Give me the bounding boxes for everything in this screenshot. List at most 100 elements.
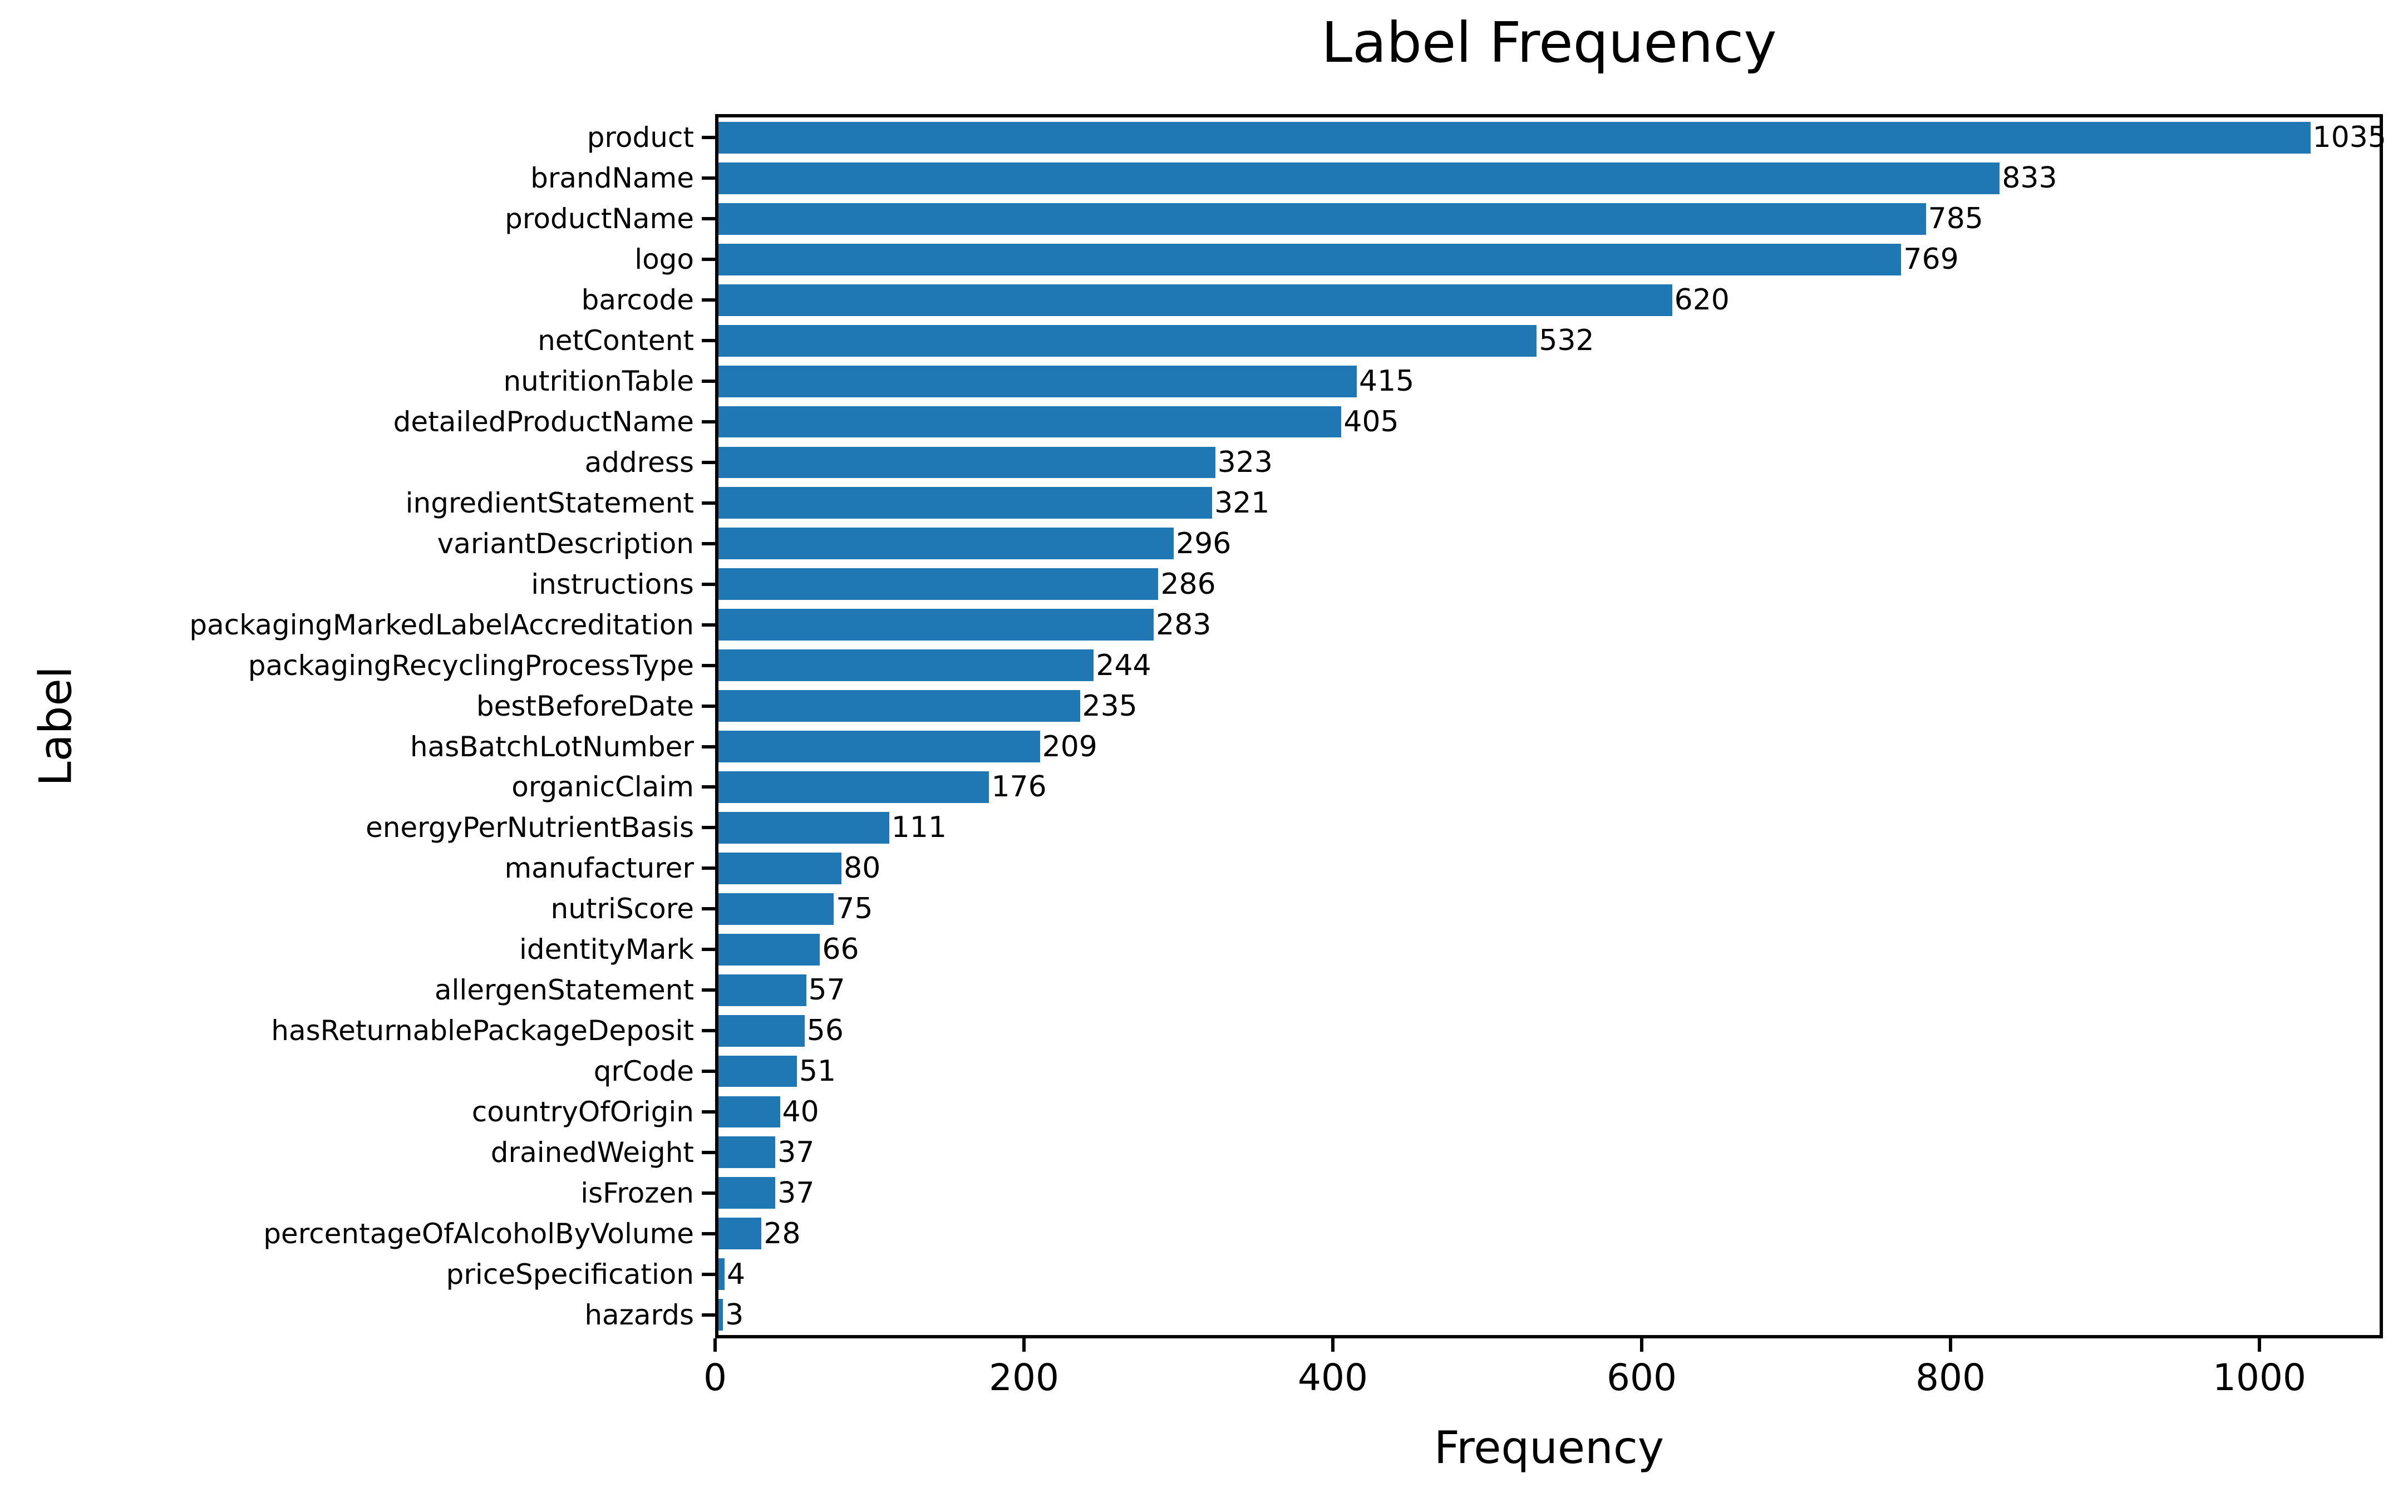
bar-value-label: 37 <box>777 1135 815 1169</box>
y-tick-label: barcode <box>581 284 694 317</box>
y-tick-mark <box>702 1029 715 1033</box>
bar-row: bestBeforeDate 235 <box>476 686 2380 726</box>
bar <box>718 203 1926 235</box>
bar <box>718 1218 762 1250</box>
y-tick-label: nutriScore <box>550 893 694 925</box>
bar-row: variantDescription 296 <box>437 523 2380 564</box>
bar <box>718 528 1174 560</box>
bar-value-label: 51 <box>799 1055 836 1089</box>
bar-row: nutriScore 75 <box>551 889 2380 929</box>
bar-row: barcode 620 <box>582 280 2380 321</box>
bar-value-label: 415 <box>1359 365 1415 398</box>
bar-value-label: 111 <box>891 811 947 845</box>
y-tick-label: percentageOfAlcoholByVolume <box>263 1217 694 1250</box>
bar <box>718 122 2311 154</box>
bar-row: hasReturnablePackageDeposit 56 <box>271 1011 2380 1051</box>
bar-value-label: 1035 <box>2312 121 2386 155</box>
y-tick-mark <box>702 176 715 180</box>
y-tick-mark <box>702 623 715 627</box>
bar-value-label: 323 <box>1217 445 1273 479</box>
y-tick-mark <box>702 541 715 545</box>
y-tick-label: instructions <box>531 568 694 600</box>
y-tick-mark <box>702 745 715 748</box>
bar-value-label: 405 <box>1343 405 1399 439</box>
bar <box>718 1055 797 1087</box>
x-tick-label: 600 <box>1607 1356 1677 1399</box>
bar-value-label: 66 <box>822 933 859 967</box>
bar <box>718 771 989 803</box>
bar <box>718 1258 725 1291</box>
bar-value-label: 235 <box>1082 689 1137 723</box>
y-tick-label: hazards <box>584 1298 694 1331</box>
bar-value-label: 40 <box>782 1095 819 1129</box>
bar <box>718 1299 723 1331</box>
bar-value-label: 286 <box>1160 567 1216 601</box>
bar <box>718 568 1159 600</box>
y-tick-mark <box>702 907 715 911</box>
bar-row: packagingRecyclingProcessType 244 <box>248 645 2380 686</box>
bar-row: nutritionTable 415 <box>503 361 2380 402</box>
bar-value-label: 56 <box>806 1014 844 1048</box>
bar-row: qrCode 51 <box>594 1051 2380 1092</box>
bar-value-label: 532 <box>1539 324 1594 358</box>
y-tick-mark <box>702 380 715 383</box>
bar-row: organicClaim 176 <box>511 767 2380 807</box>
bar <box>718 811 889 844</box>
x-tick-label: 1000 <box>2213 1356 2306 1399</box>
x-tick: 600 <box>1607 1338 1677 1396</box>
bar-row: address 323 <box>585 442 2380 483</box>
x-tick-label: 200 <box>989 1356 1059 1399</box>
bar <box>718 1136 776 1169</box>
bar <box>718 324 1537 357</box>
bar-row: hasBatchLotNumber 209 <box>410 726 2380 767</box>
bar-value-label: 296 <box>1176 526 1232 560</box>
bar <box>718 731 1040 762</box>
bar <box>718 162 2000 194</box>
bar-row: detailedProductName 405 <box>393 402 2380 442</box>
x-tick-mark <box>713 1338 717 1352</box>
bar <box>718 974 806 1006</box>
bar-row: identityMark 66 <box>519 929 2380 970</box>
bar <box>718 690 1080 722</box>
plot-area: product 1035 brandName 833 productName 785 log… <box>189 114 2386 1338</box>
bar-value-label: 4 <box>727 1257 746 1291</box>
x-tick: 1000 <box>2213 1338 2306 1396</box>
bar-row: allergenStatement 57 <box>435 970 2380 1011</box>
y-tick-label: packagingRecyclingProcessType <box>248 649 694 682</box>
bar-row: product 1035 <box>587 117 2386 158</box>
y-tick-mark <box>702 948 715 952</box>
y-tick-mark <box>702 136 715 140</box>
y-tick-label: bestBeforeDate <box>476 689 694 722</box>
bar <box>718 893 834 925</box>
x-tick-mark <box>1639 1338 1643 1352</box>
bar-row: isFrozen 37 <box>580 1173 2380 1213</box>
bar-row: productName 785 <box>505 199 2380 239</box>
y-axis-title: Label <box>29 666 82 786</box>
bar-row: priceSpecification 4 <box>446 1254 2380 1294</box>
bar-row: countryOfOrigin 40 <box>472 1092 2380 1132</box>
y-tick-label: address <box>584 446 694 479</box>
y-tick-mark <box>702 501 715 505</box>
bar <box>718 1014 805 1047</box>
x-tick-label: 400 <box>1298 1356 1368 1399</box>
bar <box>718 1096 780 1128</box>
bar-value-label: 620 <box>1674 283 1730 317</box>
y-tick-label: productName <box>505 203 694 235</box>
x-tick-mark <box>2258 1338 2261 1352</box>
y-tick-label: nutritionTable <box>503 365 694 398</box>
y-tick-mark <box>702 1272 715 1276</box>
bar-row: percentageOfAlcoholByVolume 28 <box>263 1213 2380 1254</box>
y-tick-label: drainedWeight <box>490 1136 694 1169</box>
bar-value-label: 57 <box>808 973 845 1007</box>
bar-value-label: 785 <box>1928 202 1983 236</box>
bar <box>718 933 820 966</box>
x-tick: 400 <box>1298 1338 1368 1396</box>
x-tick-mark <box>1948 1338 1952 1352</box>
bar <box>718 243 1902 275</box>
x-axis-title: Frequency <box>1434 1422 1665 1474</box>
bar-value-label: 80 <box>844 851 881 885</box>
x-tick-label: 800 <box>1915 1356 1986 1399</box>
x-tick: 200 <box>989 1338 1059 1396</box>
y-tick-mark <box>702 339 715 343</box>
y-tick-label: logo <box>634 243 694 276</box>
